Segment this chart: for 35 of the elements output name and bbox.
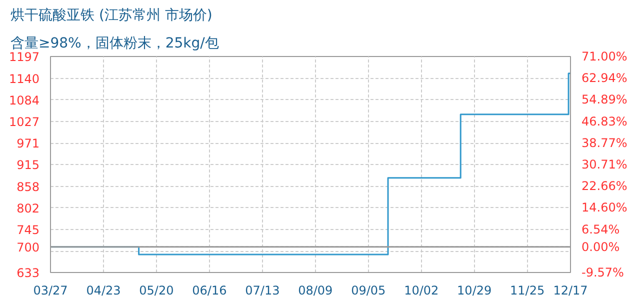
y2-tick-label: 62.94% <box>582 71 628 86</box>
y2-tick-label: -9.57% <box>582 266 624 280</box>
chart-title: 烘干硫酸亚铁 (江苏常州 市场价) <box>10 8 212 24</box>
y-tick-label: 1027 <box>8 115 40 130</box>
y-tick-label: 1140 <box>8 72 40 86</box>
y2-tick-label: 22.66% <box>582 179 628 194</box>
x-tick-label: 11/25 <box>510 284 545 298</box>
y-tick-label: 802 <box>16 201 40 216</box>
x-tick-label: 07/13 <box>245 284 280 298</box>
x-tick-label: 03/27 <box>33 284 68 298</box>
x-tick-label: 09/05 <box>351 284 386 298</box>
chart-subtitle: 含量≥98%，固体粉末，25kg/包 <box>10 36 219 52</box>
y2-tick-label: 38.77% <box>582 136 628 150</box>
x-tick-label: 12/17 <box>553 284 588 298</box>
x-tick-label: 10/02 <box>404 284 439 298</box>
y-tick-label: 971 <box>16 136 40 151</box>
y-tick-label: 745 <box>16 223 40 238</box>
x-tick-label: 05/20 <box>139 284 174 298</box>
y2-tick-label: 0.00% <box>582 240 620 254</box>
y-tick-label: 1084 <box>8 93 40 108</box>
y-tick-label: 633 <box>16 266 40 280</box>
y-tick-label: 915 <box>16 158 40 172</box>
y2-tick-label: 14.60% <box>582 200 628 215</box>
x-tick-label: 06/16 <box>192 284 227 298</box>
y-tick-label: 1197 <box>8 50 40 64</box>
y-tick-label: 700 <box>16 240 40 254</box>
y2-tick-label: 54.89% <box>582 92 628 107</box>
y2-tick-label: 46.83% <box>582 114 628 128</box>
y2-tick-label: 6.54% <box>582 222 620 236</box>
y-tick-label: 858 <box>16 180 40 194</box>
y2-tick-label: 71.00% <box>582 50 628 64</box>
x-tick-label: 08/09 <box>298 284 333 298</box>
x-tick-label: 04/23 <box>86 284 121 298</box>
y2-tick-label: 30.71% <box>582 158 628 172</box>
x-tick-label: 10/29 <box>457 284 492 298</box>
